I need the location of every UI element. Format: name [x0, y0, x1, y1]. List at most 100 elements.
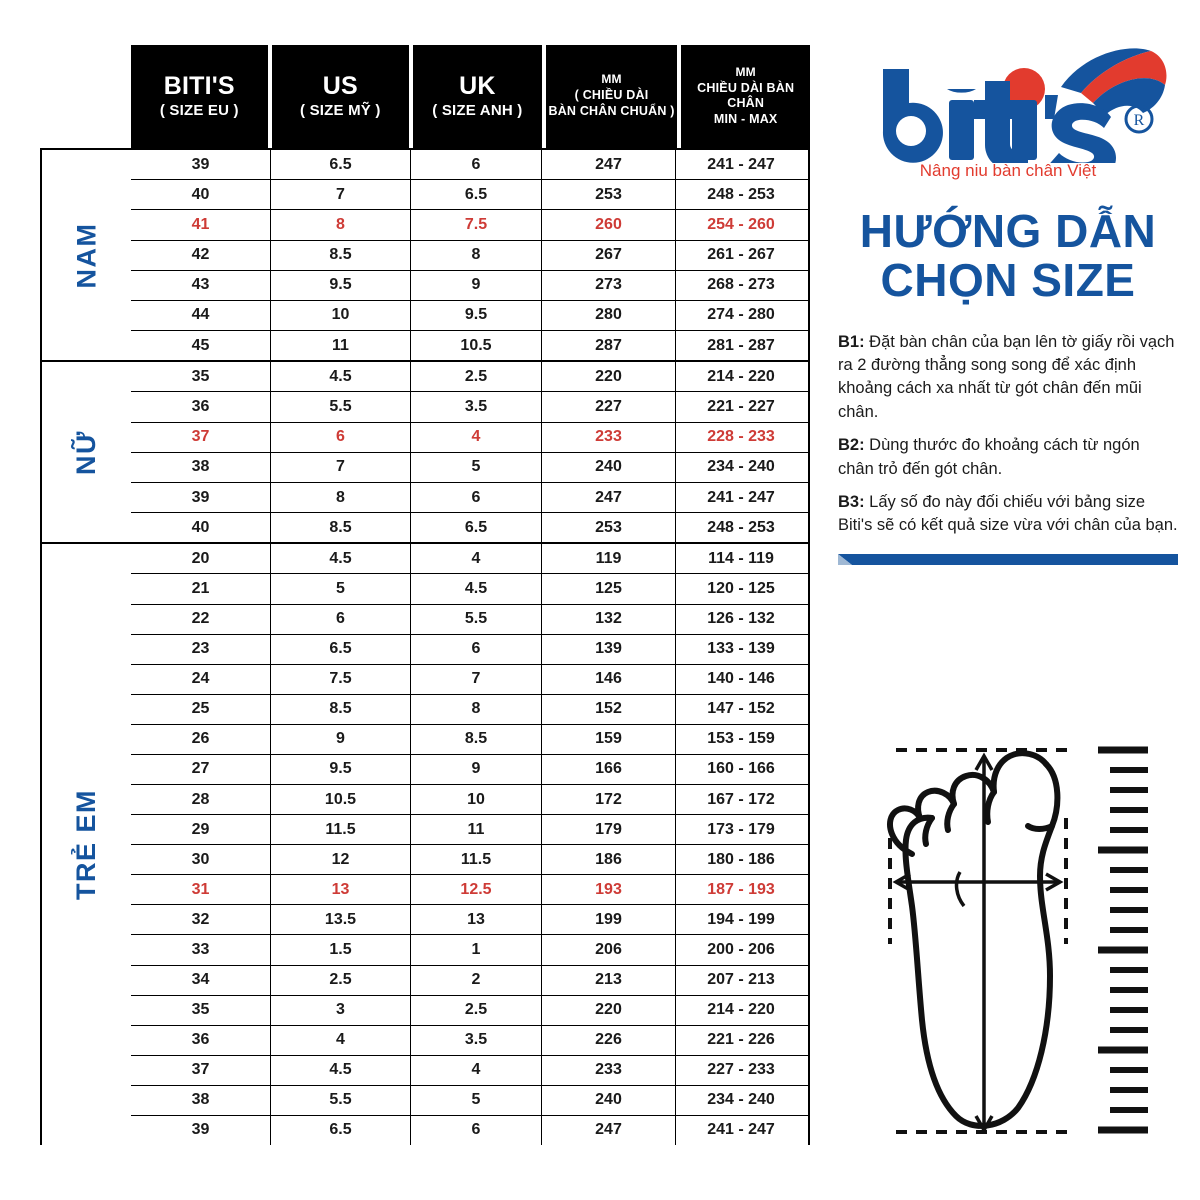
- table-cell-eu: 40: [191, 185, 210, 203]
- table-row[interactable]: 37 4.5 4 233 227 - 233: [131, 1055, 808, 1086]
- table-cell-range: 153 - 159: [675, 724, 806, 754]
- table-cell-us: 12: [270, 845, 410, 875]
- bitis-logo: R Nâng niu bàn chân Việt: [838, 45, 1178, 185]
- table-cell-eu: 39: [191, 1121, 210, 1139]
- column-header-sub: ( SIZE EU ): [159, 102, 239, 120]
- table-cell-us: 13: [270, 875, 410, 905]
- table-cell-range: 207 - 213: [675, 965, 806, 995]
- table-row[interactable]: 38 7 5 240 234 - 240: [131, 452, 808, 484]
- table-row[interactable]: 34 2.5 2 213 207 - 213: [131, 965, 808, 996]
- table-cell-mm: 226: [541, 1025, 675, 1055]
- table-cell-eu: 38: [191, 1091, 210, 1109]
- table-cell-uk: 6: [410, 1115, 541, 1145]
- table-cell-range: 200 - 206: [675, 935, 806, 965]
- table-cell-us: 4.5: [270, 544, 410, 574]
- table-row[interactable]: 31 13 12.5 193 187 - 193: [131, 875, 808, 906]
- table-row[interactable]: 38 5.5 5 240 234 - 240: [131, 1085, 808, 1116]
- table-cell-uk: 1: [410, 935, 541, 965]
- table-row[interactable]: 21 5 4.5 125 120 - 125: [131, 574, 808, 605]
- table-row[interactable]: 43 9.5 9 273 268 - 273: [131, 270, 808, 301]
- table-cell-eu: 31: [191, 880, 210, 898]
- table-cell-range: 214 - 220: [675, 362, 806, 392]
- table-cell-us: 6.5: [270, 634, 410, 664]
- table-cell-eu: 39: [191, 488, 210, 506]
- column-header-main: UK: [459, 72, 496, 101]
- instruction-step-2: B2: Dùng thước đo khoảng cách từ ngón ch…: [838, 436, 1140, 478]
- step-label: B2:: [838, 436, 865, 455]
- table-row[interactable]: 45 11 10.5 287 281 - 287: [131, 331, 808, 361]
- length-arrow: [974, 752, 994, 1134]
- table-row[interactable]: 28 10.5 10 172 167 - 172: [131, 785, 808, 816]
- table-cell-mm: 280: [541, 300, 675, 331]
- table-cell-uk: 8: [410, 694, 541, 724]
- table-cell-us: 11.5: [270, 815, 410, 845]
- table-cell-eu: 29: [191, 820, 210, 838]
- table-row[interactable]: 27 9.5 9 166 160 - 166: [131, 754, 808, 786]
- table-cell-eu: 41: [191, 215, 210, 233]
- table-row[interactable]: 36 5.5 3.5 227 221 - 227: [131, 392, 808, 423]
- table-cell-uk: 8: [410, 240, 541, 270]
- category-label-3: TRẺ EM: [42, 544, 131, 1145]
- table-row[interactable]: 40 8.5 6.5 253 248 - 253: [131, 513, 808, 543]
- table-row[interactable]: 30 12 11.5 186 180 - 186: [131, 845, 808, 876]
- table-cell-us: 13.5: [270, 905, 410, 935]
- table-row[interactable]: 37 6 4 233 228 - 233: [131, 422, 808, 453]
- table-row[interactable]: 39 6.5 6 247 241 - 247: [131, 1115, 808, 1145]
- column-header-main: US: [322, 72, 358, 101]
- table-cell-us: 4.5: [270, 362, 410, 392]
- table-row[interactable]: 40 7 6.5 253 248 - 253: [131, 180, 808, 211]
- table-row[interactable]: 20 4.5 4 119 114 - 119: [131, 544, 808, 575]
- table-row[interactable]: 33 1.5 1 206 200 - 206: [131, 935, 808, 966]
- table-cell-mm: 199: [541, 905, 675, 935]
- column-header-2: US( SIZE MỸ ): [271, 45, 410, 148]
- table-cell-uk: 6: [410, 150, 541, 180]
- table-row[interactable]: 44 10 9.5 280 274 - 280: [131, 300, 808, 332]
- table-cell-range: 194 - 199: [675, 905, 806, 935]
- table-cell-uk: 6: [410, 634, 541, 664]
- table-cell-mm: 193: [541, 875, 675, 905]
- table-cell-range: 241 - 247: [675, 150, 806, 180]
- table-row[interactable]: 25 8.5 8 152 147 - 152: [131, 694, 808, 725]
- ruler-scale: [1098, 746, 1148, 1134]
- table-row[interactable]: 35 4.5 2.5 220 214 - 220: [131, 362, 808, 393]
- table-cell-uk: 6.5: [410, 180, 541, 210]
- table-cell-uk: 7: [410, 664, 541, 694]
- table-cell-us: 9.5: [270, 754, 410, 785]
- table-row[interactable]: 24 7.5 7 146 140 - 146: [131, 664, 808, 695]
- table-row[interactable]: 26 9 8.5 159 153 - 159: [131, 724, 808, 755]
- table-cell-us: 3: [270, 995, 410, 1025]
- table-row[interactable]: 42 8.5 8 267 261 - 267: [131, 240, 808, 271]
- table-cell-mm: 152: [541, 694, 675, 724]
- table-row[interactable]: 23 6.5 6 139 133 - 139: [131, 634, 808, 665]
- table-row[interactable]: 22 6 5.5 132 126 - 132: [131, 604, 808, 635]
- table-row[interactable]: 35 3 2.5 220 214 - 220: [131, 995, 808, 1026]
- table-cell-us: 4.5: [270, 1055, 410, 1085]
- table-cell-us: 9.5: [270, 270, 410, 300]
- footprint-outline: [887, 750, 1061, 1129]
- table-cell-uk: 12.5: [410, 875, 541, 905]
- column-header-1: BITI'S( SIZE EU ): [131, 45, 268, 148]
- table-row[interactable]: 36 4 3.5 226 221 - 226: [131, 1025, 808, 1056]
- rows-column: 39 6.5 6 247 241 - 247 40 7 6.5 253 248 - 253 41 8 7…: [131, 150, 810, 1145]
- table-cell-eu: 45: [191, 336, 210, 354]
- table-row[interactable]: 29 11.5 11 179 173 - 179: [131, 815, 808, 846]
- table-row[interactable]: 32 13.5 13 199 194 - 199: [131, 905, 808, 936]
- table-cell-uk: 5: [410, 1085, 541, 1115]
- table-row[interactable]: 39 8 6 247 241 - 247: [131, 483, 808, 514]
- table-row[interactable]: 41 8 7.5 260 254 - 260: [131, 210, 808, 241]
- table-cell-us: 8: [270, 210, 410, 240]
- table-cell-uk: 2.5: [410, 995, 541, 1025]
- table-cell-eu: 39: [191, 155, 210, 173]
- table-cell-uk: 11.5: [410, 845, 541, 875]
- table-cell-mm: 220: [541, 995, 675, 1025]
- table-cell-uk: 8.5: [410, 724, 541, 754]
- table-cell-us: 10: [270, 300, 410, 331]
- table-cell-mm: 186: [541, 845, 675, 875]
- width-arrow: [892, 871, 1064, 908]
- table-cell-uk: 6: [410, 483, 541, 513]
- table-cell-us: 8.5: [270, 513, 410, 543]
- table-cell-mm: 240: [541, 1085, 675, 1115]
- table-cell-mm: 146: [541, 664, 675, 694]
- table-row[interactable]: 39 6.5 6 247 241 - 247: [131, 150, 808, 181]
